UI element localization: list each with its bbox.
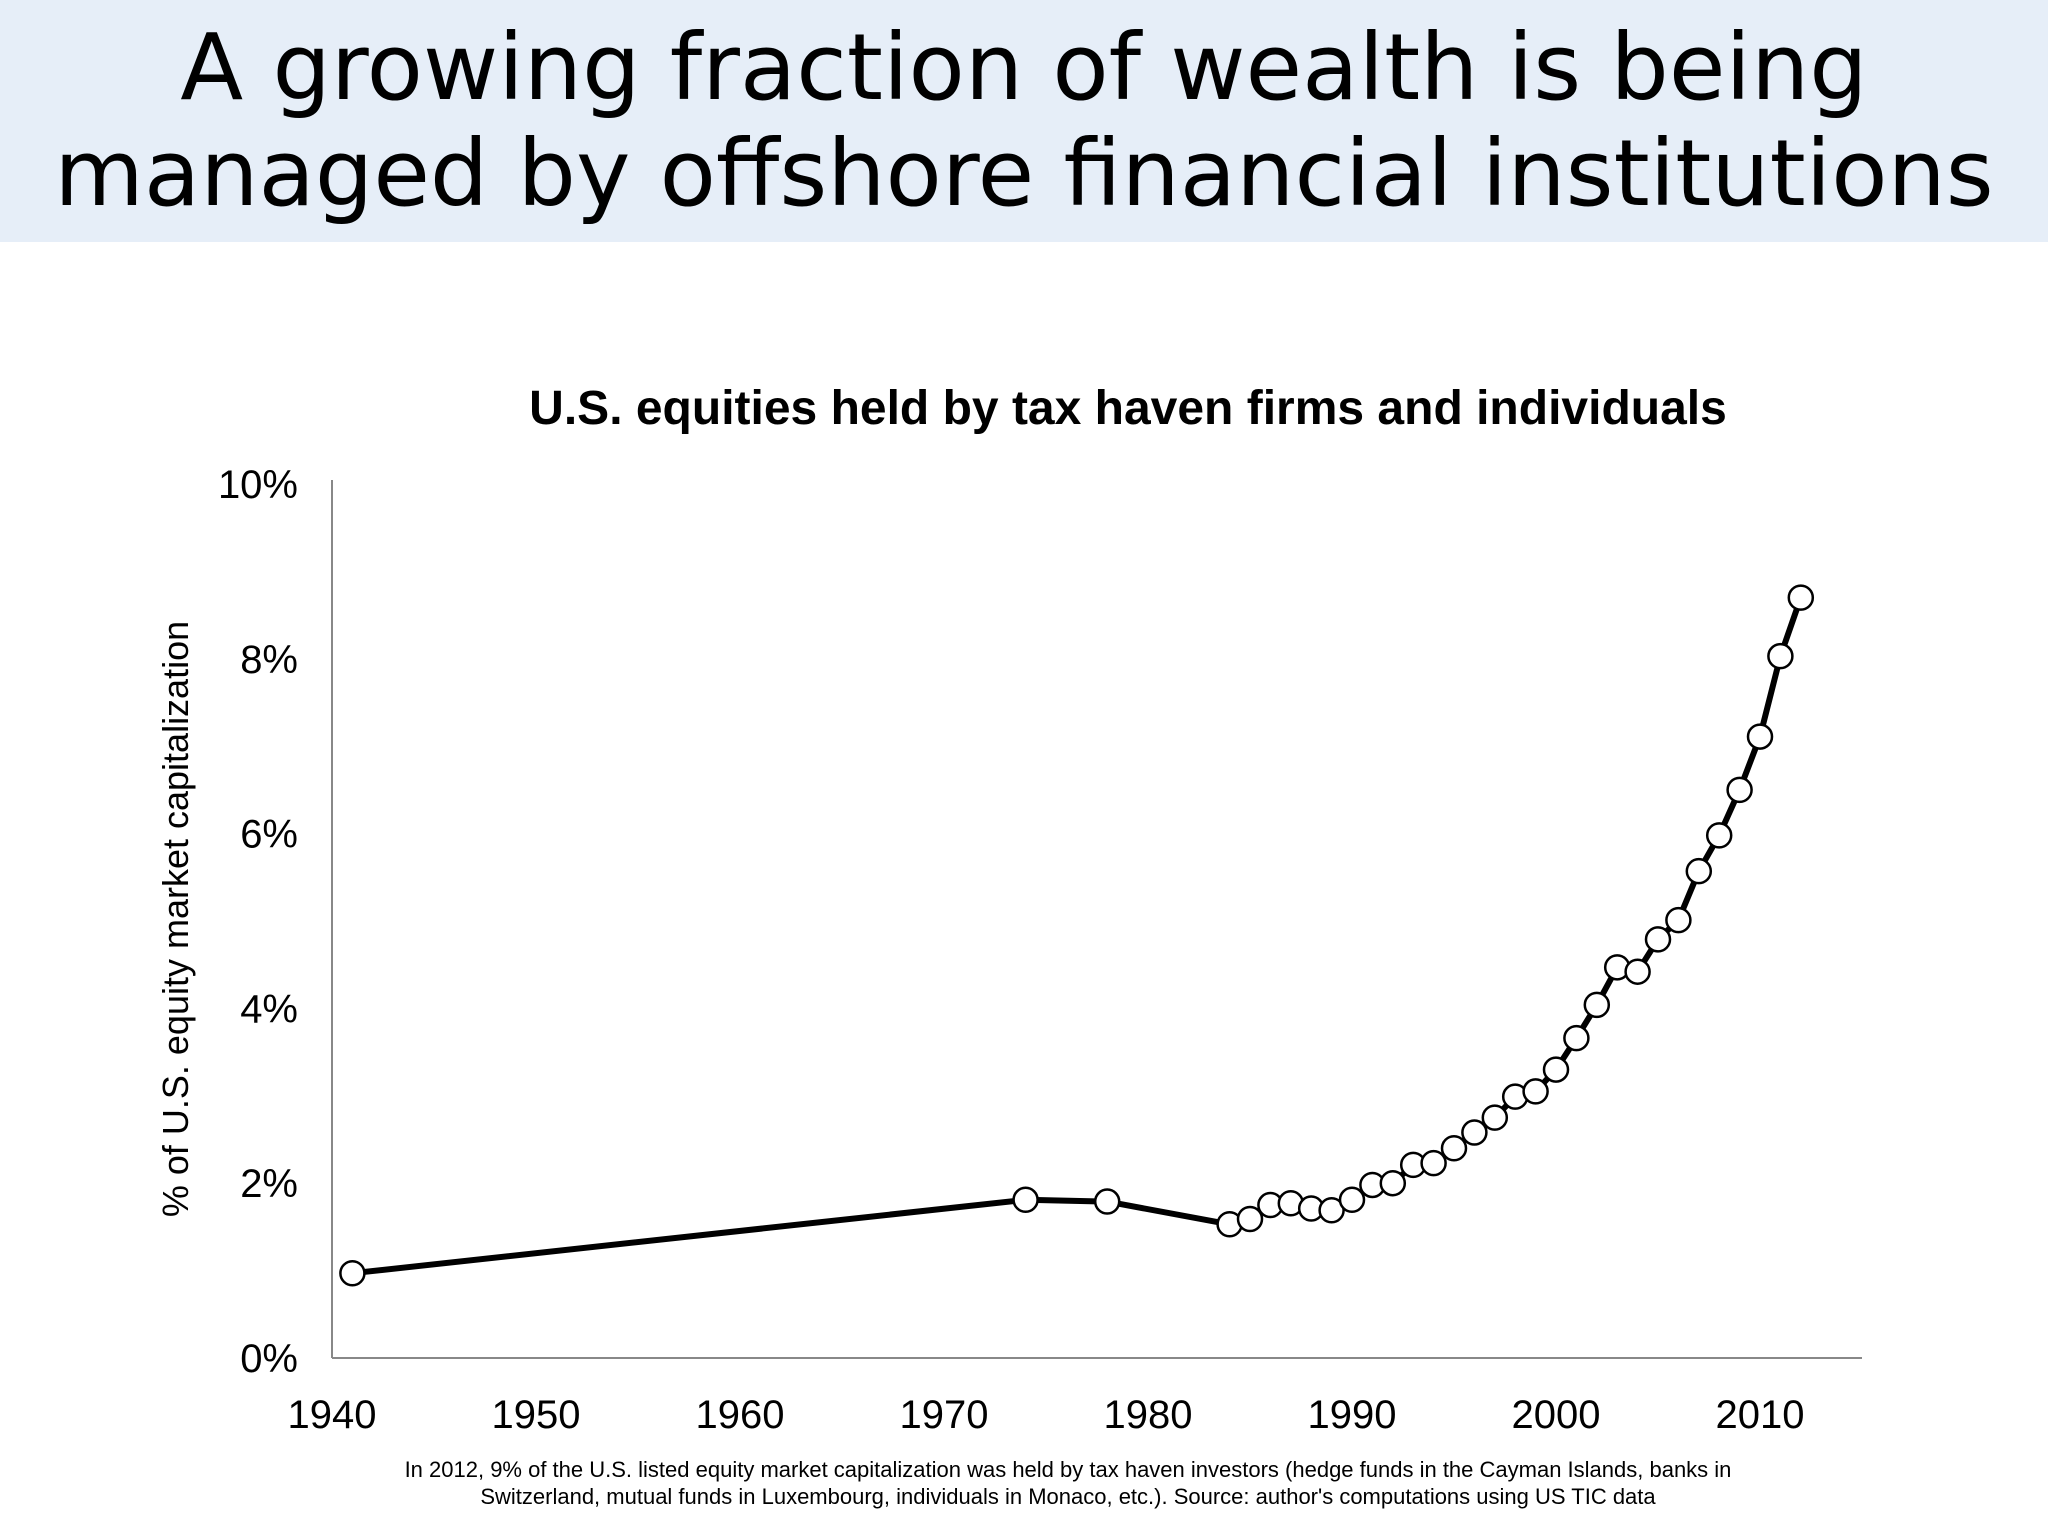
data-point [1787, 584, 1815, 611]
y-tick-label: 2% [240, 1162, 298, 1206]
data-point [1705, 822, 1733, 849]
slide-title-line-1: A growing fraction of wealth is being [180, 14, 1868, 121]
data-point [1093, 1188, 1121, 1215]
chart-title: U.S. equities held by tax haven firms an… [529, 382, 1727, 435]
data-point [1461, 1119, 1488, 1146]
x-tick-labels: 1940 1950 1960 1970 1980 1990 2000 2010 [288, 1393, 1805, 1437]
slide-title-bar: A growing fraction of wealth is being ma… [0, 0, 2048, 242]
chart-note-line-2: Switzerland, mutual funds in Luxembourg,… [480, 1484, 1656, 1509]
data-point [1481, 1104, 1509, 1131]
y-tick-label: 6% [240, 813, 298, 857]
data-point [1726, 776, 1753, 804]
y-tick-label: 4% [240, 987, 298, 1031]
data-point [1624, 958, 1651, 985]
data-point [1318, 1197, 1345, 1224]
chart-note-line-1: In 2012, 9% of the U.S. listed equity ma… [405, 1457, 1732, 1482]
y-tick-labels: 0% 2% 4% 6% 8% 10% [218, 463, 298, 1381]
y-tick-label: 10% [218, 463, 298, 507]
data-point [1746, 723, 1774, 750]
data-point [1583, 991, 1611, 1019]
data-point [1440, 1134, 1468, 1162]
y-axis-label: % of U.S. equity market capitalization [155, 621, 196, 1217]
x-tick-label: 1960 [696, 1393, 785, 1437]
data-point [1236, 1205, 1264, 1233]
x-tick-label: 2000 [1512, 1393, 1601, 1437]
data-point [339, 1259, 366, 1287]
series-line [352, 596, 1804, 1277]
series-points [339, 584, 1815, 1287]
x-tick-label: 1990 [1308, 1393, 1397, 1437]
y-tick-label: 0% [240, 1337, 298, 1381]
data-point [1665, 906, 1692, 934]
data-point [1420, 1149, 1447, 1177]
data-point [1379, 1169, 1407, 1197]
data-point [1644, 926, 1672, 953]
data-point [1542, 1056, 1570, 1083]
slide-title-line-2: managed by offshore financial institutio… [54, 120, 1994, 227]
x-tick-label: 1950 [492, 1393, 581, 1437]
data-point [1012, 1186, 1039, 1214]
data-point [1563, 1024, 1590, 1052]
data-point [1522, 1078, 1549, 1105]
x-tick-label: 1970 [900, 1393, 989, 1437]
y-tick-label: 8% [240, 638, 298, 682]
x-tick-label: 1980 [1104, 1393, 1193, 1437]
data-point [1767, 642, 1794, 670]
x-tick-label: 1940 [288, 1393, 377, 1437]
x-tick-label: 2010 [1716, 1393, 1805, 1437]
data-point [1685, 857, 1713, 885]
data-point [1338, 1186, 1366, 1214]
